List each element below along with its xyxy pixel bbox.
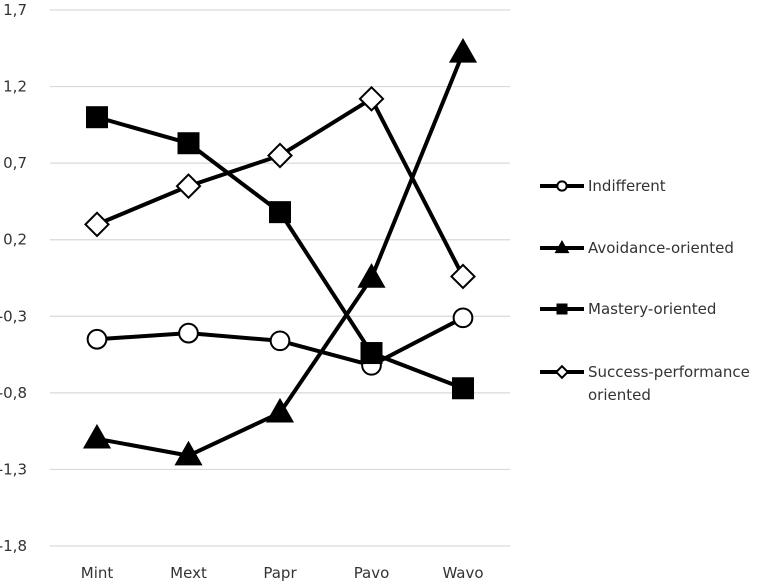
y-tick-label: 0,7 (3, 154, 27, 172)
data-point-success-performance-oriented (358, 85, 385, 112)
legend-item-indifferent: Indifferent (540, 177, 666, 195)
y-tick-label: -1,3 (0, 460, 27, 478)
data-point-avoidance-oriented (448, 38, 478, 63)
legend-label: Indifferent (588, 177, 666, 195)
legend-item-mastery-oriented: Mastery-oriented (540, 300, 716, 318)
legend-item-success-performance-oriented: Success-performance oriented (540, 363, 750, 404)
data-point-success-performance-oriented (84, 211, 110, 238)
x-tick-label: Mext (170, 564, 207, 582)
legend: Indifferent Avoidance-oriented Mastery-ori… (540, 177, 750, 404)
legend-swatch-marker (556, 180, 568, 192)
data-point-indifferent (86, 328, 108, 350)
data-point-mastery-oriented (269, 201, 291, 224)
data-point-avoidance-oriented (357, 263, 386, 288)
data-point-mastery-oriented (452, 377, 474, 400)
x-tick-label: Papr (263, 564, 297, 582)
data-point-mastery-oriented (177, 132, 200, 155)
legend-label: oriented (588, 386, 651, 404)
y-tick-label: -0,8 (0, 384, 27, 402)
data-point-indifferent (452, 307, 474, 329)
data-point-mastery-oriented (86, 106, 108, 129)
data-point-mastery-oriented (360, 342, 383, 365)
legend-item-avoidance-oriented: Avoidance-oriented (540, 239, 734, 257)
x-tick-label: Mint (81, 564, 114, 582)
data-point-avoidance-oriented (174, 440, 203, 466)
x-tick-label: Wavo (442, 564, 483, 582)
legend-label: Avoidance-oriented (588, 239, 734, 257)
data-point-success-performance-oriented (450, 263, 476, 290)
legend-label: Success-performance (588, 363, 750, 381)
y-axis-tick-labels: 1,7 1,2 0,7 0,2 -0,3 -0,8 -1,3 -1,8 (0, 1, 27, 555)
x-axis-tick-labels: Mint Mext Papr Pavo Wavo (81, 564, 484, 582)
data-point-avoidance-oriented (265, 397, 295, 423)
legend-swatch-marker (556, 303, 568, 315)
y-tick-label: -0,3 (0, 307, 27, 325)
y-tick-label: -1,8 (0, 537, 27, 555)
legend-swatch-marker (554, 240, 570, 254)
legend-label: Mastery-oriented (588, 300, 716, 318)
data-point-success-performance-oriented (175, 173, 202, 200)
data-point-indifferent (178, 322, 199, 344)
series-markers (82, 38, 478, 466)
y-tick-label: 0,2 (3, 231, 27, 249)
data-point-indifferent (269, 330, 291, 352)
data-point-success-performance-oriented (267, 142, 293, 169)
legend-swatch-marker (554, 364, 570, 380)
y-tick-label: 1,2 (3, 78, 27, 96)
x-tick-label: Pavo (354, 564, 390, 582)
series-line-avoidance-oriented (96, 52, 465, 458)
grid-lines (50, 9, 510, 547)
series-lines (96, 52, 465, 458)
data-point-avoidance-oriented (82, 423, 112, 449)
y-tick-label: 1,7 (3, 1, 27, 19)
